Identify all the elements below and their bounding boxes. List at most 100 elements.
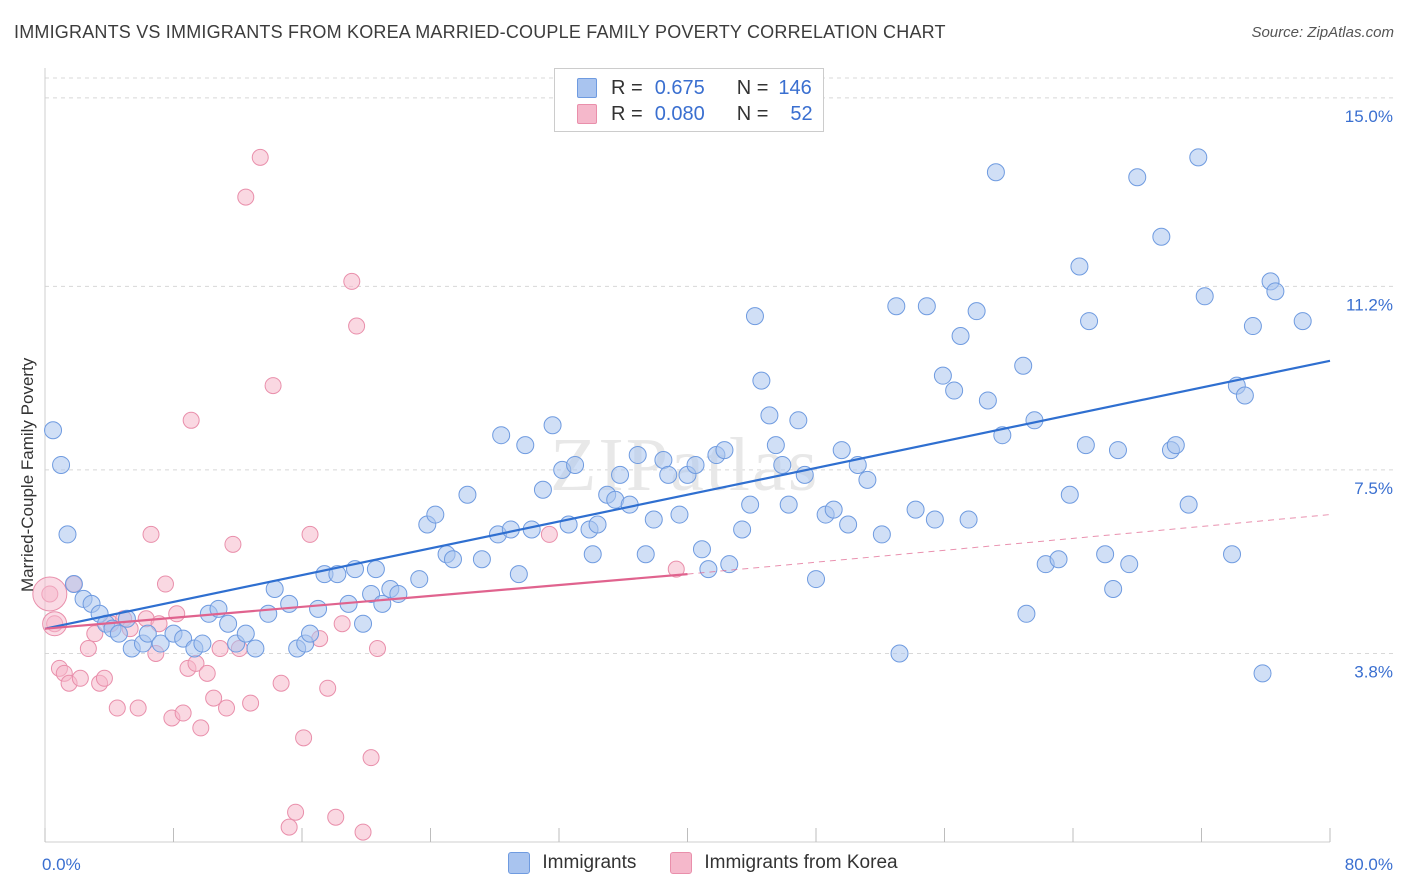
immigrants-point (583, 545, 602, 564)
korea-point (540, 525, 558, 543)
korea-point (301, 525, 319, 543)
immigrants-point (1120, 555, 1139, 574)
immigrants-point (760, 406, 779, 425)
immigrants-point (44, 421, 63, 440)
immigrants-point (1253, 664, 1272, 683)
immigrants-point (1080, 312, 1099, 331)
korea-point (354, 823, 372, 841)
immigrants-point (354, 614, 373, 633)
korea-point (192, 719, 210, 737)
korea-point (71, 669, 89, 687)
immigrants-point (443, 550, 462, 569)
stats-legend: R = 0.675 N = 146 R = 0.080 N = 52 (554, 68, 824, 132)
y-axis-label: Married-Couple Family Poverty (18, 357, 37, 592)
immigrants-point (259, 604, 278, 623)
legend-n-label: N = (736, 102, 769, 125)
legend-n-value: 52 (790, 102, 813, 125)
immigrants-point (472, 550, 491, 569)
x-tick-label: 80.0% (1345, 855, 1393, 874)
source-label: Source: ZipAtlas.com (1251, 24, 1394, 41)
immigrants-point (1189, 148, 1208, 167)
immigrants-point (692, 540, 711, 559)
axes (44, 68, 1331, 843)
immigrants-point (611, 465, 630, 484)
immigrants-point (566, 455, 585, 474)
korea-point (156, 575, 174, 593)
y-tick-label: 15.0% (1345, 107, 1393, 126)
y-tick-label: 3.8% (1354, 662, 1393, 681)
korea-point (95, 669, 113, 687)
immigrants-point (745, 307, 764, 326)
korea-point (86, 625, 104, 643)
immigrants-point (1128, 168, 1147, 187)
immigrants-point (906, 500, 925, 519)
korea-point (237, 188, 255, 206)
korea-point (218, 699, 236, 717)
legend-r-label: R = (611, 102, 643, 125)
immigrants-point (628, 446, 647, 465)
korea-point (348, 317, 366, 335)
korea-point (362, 749, 380, 767)
immigrants-point (373, 594, 392, 613)
immigrants-point (1104, 579, 1123, 598)
y-tick-labels: 3.8% 7.5% 11.2% 15.0% (1345, 107, 1393, 682)
immigrants-point (543, 416, 562, 435)
immigrants-point (1223, 545, 1242, 564)
korea-point (272, 674, 290, 692)
immigrants-point (959, 510, 978, 529)
legend-item-korea: Immigrants from Korea (670, 852, 898, 874)
immigrants-point (733, 520, 752, 539)
immigrants-point (1108, 441, 1127, 460)
korea-point (242, 694, 260, 712)
immigrants-point (151, 634, 170, 653)
korea-point (224, 535, 242, 553)
immigrants-point (174, 629, 193, 648)
immigrants-point (715, 441, 734, 460)
legend-swatch-pink (670, 852, 693, 874)
korea-point (280, 818, 298, 836)
immigrants-point (925, 510, 944, 529)
immigrants-point (978, 391, 997, 410)
immigrants-point (1152, 227, 1171, 246)
immigrants-point (824, 500, 843, 519)
legend-row-korea: R = 0.080 N = 52 (577, 102, 813, 126)
immigrants-point (752, 371, 771, 390)
korea-point-large (42, 611, 68, 637)
immigrants-point (1060, 485, 1079, 504)
immigrants-point (636, 545, 655, 564)
korea-point (211, 640, 229, 658)
immigrants-point (789, 411, 808, 430)
immigrants-point (410, 570, 429, 589)
x-tick-label: 0.0% (42, 855, 81, 874)
immigrants-point (670, 505, 689, 524)
immigrants-point (458, 485, 477, 504)
immigrants-point (1166, 436, 1185, 455)
immigrants-point (193, 634, 212, 653)
immigrants-point (839, 515, 858, 534)
immigrants-point (533, 480, 552, 499)
immigrants-point (64, 575, 83, 594)
legend-n-value: 146 (778, 76, 812, 99)
korea-point (79, 640, 97, 658)
korea-point (667, 560, 685, 578)
immigrants-point (945, 381, 964, 400)
legend-swatch-blue (577, 78, 597, 98)
korea-point (198, 664, 216, 682)
immigrants-point (219, 614, 238, 633)
immigrants-point (1243, 317, 1262, 336)
korea-point (108, 699, 126, 717)
immigrants-trend-line (44, 359, 1331, 630)
legend-r-value: 0.675 (654, 76, 705, 99)
trend-lines (44, 359, 1331, 630)
korea-point (368, 640, 386, 658)
immigrants-point (1014, 356, 1033, 375)
immigrants-point (52, 455, 71, 474)
immigrants-point (686, 455, 705, 474)
immigrants-point (492, 426, 511, 445)
immigrants-point (933, 366, 952, 385)
korea-point (205, 689, 223, 707)
immigrants-point (301, 624, 320, 643)
immigrants-point (509, 565, 528, 584)
immigrants-point (246, 639, 265, 658)
grid (45, 77, 1395, 654)
